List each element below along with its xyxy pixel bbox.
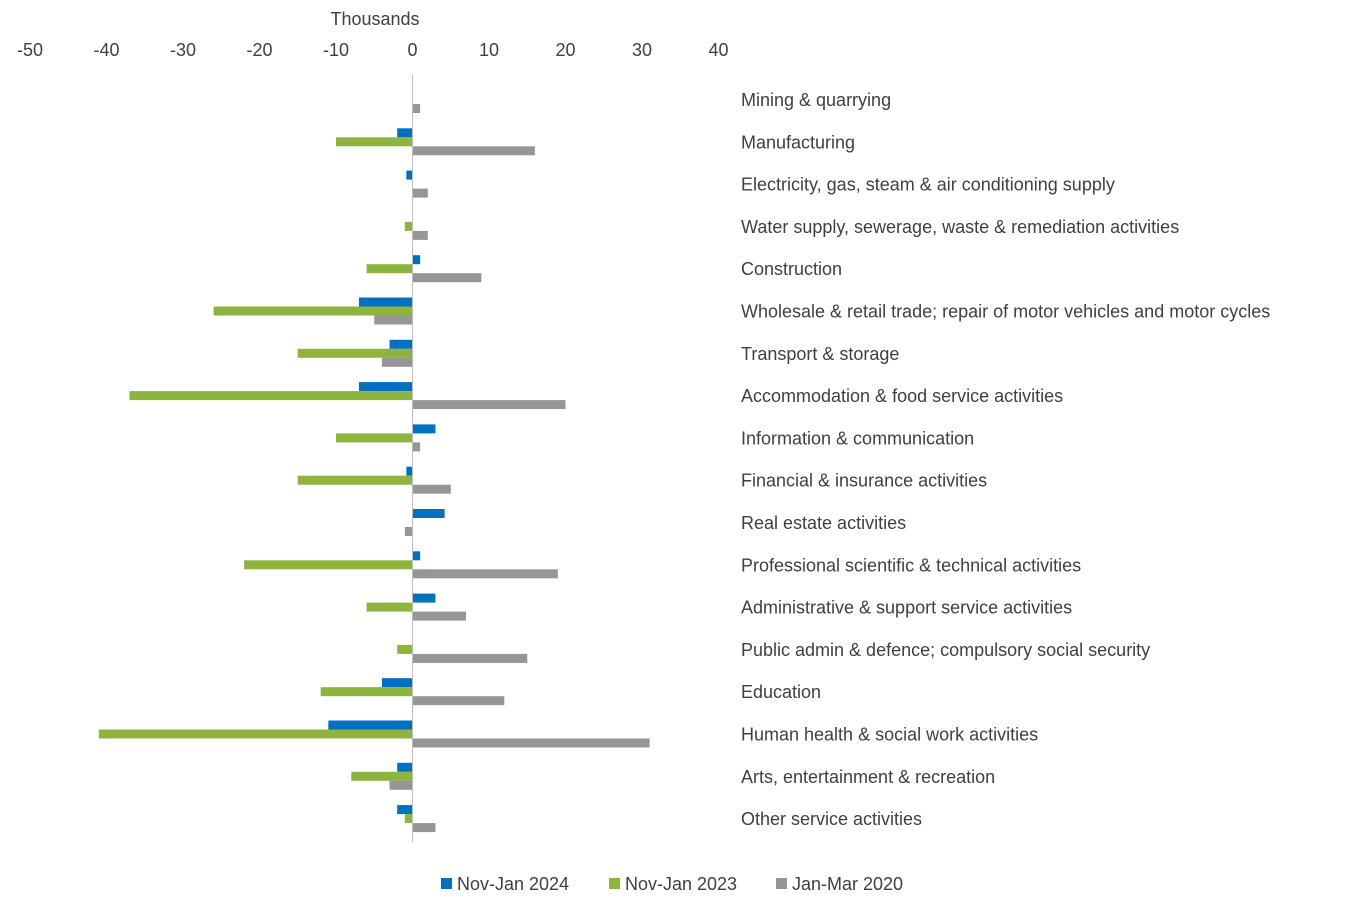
bar-nov-jan-2023-manufacturing (336, 137, 413, 147)
x-tick-label: -30 (170, 40, 196, 60)
category-label-public-admin-defence-compulsory-social-security: Public admin & defence; compulsory socia… (741, 640, 1150, 660)
bar-jan-mar-2020-mining-quarrying (412, 104, 421, 113)
legend-swatch-nov-jan-2024 (441, 878, 452, 889)
bar-nov-jan-2024-arts-entertainment-recreation (397, 762, 413, 772)
category-label-human-health-social-work-activities: Human health & social work activities (741, 725, 1038, 745)
bar-jan-mar-2020-electricity-gas-steam-air-conditioning-supply (412, 188, 428, 198)
x-tick-label: 20 (555, 40, 575, 60)
category-label-transport-storage: Transport & storage (741, 344, 899, 364)
bar-jan-mar-2020-professional-scientific-technical-activities (412, 569, 558, 579)
legend-swatch-jan-mar-2020 (776, 878, 787, 889)
category-label-manufacturing: Manufacturing (741, 132, 855, 152)
bar-jan-mar-2020-wholesale-retail-trade-repair-of-motor-vehicles-and-motor-cycles (374, 315, 413, 325)
bar-nov-jan-2024-financial-insurance-activities (406, 466, 413, 476)
bar-nov-jan-2024-accommodation-food-service-activities (358, 382, 413, 392)
category-label-water-supply-sewerage-waste-remediation-activities: Water supply, sewerage, waste & remediat… (741, 217, 1179, 237)
bar-nov-jan-2024-professional-scientific-technical-activities (412, 551, 421, 561)
legend: Nov-Jan 2024 Nov-Jan 2023 Jan-Mar 2020 (441, 874, 903, 894)
bar-nov-jan-2024-human-health-social-work-activities (328, 720, 413, 730)
bar-nov-jan-2023-transport-storage (297, 348, 413, 358)
category-label-education: Education (741, 682, 821, 702)
category-label-professional-scientific-technical-activities: Professional scientific & technical acti… (741, 555, 1081, 575)
bar-nov-jan-2024-other-service-activities (397, 805, 413, 815)
bar-nov-jan-2023-arts-entertainment-recreation (351, 771, 413, 781)
bar-nov-jan-2023-education (320, 687, 413, 697)
bar-nov-jan-2023-administrative-support-service-activities (366, 602, 413, 612)
bar-jan-mar-2020-real-estate-activities (404, 527, 413, 536)
bar-nov-jan-2024-real-estate-activities (412, 509, 445, 518)
legend-label-nov-jan-2024: Nov-Jan 2024 (457, 874, 569, 894)
category-label-arts-entertainment-recreation: Arts, entertainment & recreation (741, 767, 995, 787)
bar-nov-jan-2023-accommodation-food-service-activities (129, 391, 413, 401)
category-label-other-service-activities: Other service activities (741, 809, 922, 829)
legend-swatch-nov-jan-2023 (609, 878, 620, 889)
bar-nov-jan-2023-information-communication (336, 433, 413, 443)
category-labels: Mining & quarrying Manufacturing Electrici… (741, 90, 1270, 829)
bar-nov-jan-2023-professional-scientific-technical-activities (244, 560, 413, 570)
category-label-information-communication: Information & communication (741, 428, 974, 448)
bar-jan-mar-2020-manufacturing (412, 146, 535, 156)
category-label-accommodation-food-service-activities: Accommodation & food service activities (741, 386, 1063, 406)
category-label-electricity-gas-steam-air-conditioning-supply: Electricity, gas, steam & air conditioni… (741, 175, 1115, 195)
bar-jan-mar-2020-construction (412, 273, 482, 283)
bar-nov-jan-2023-other-service-activities (404, 814, 413, 824)
bar-nov-jan-2024-information-communication (412, 424, 436, 434)
bar-nov-jan-2024-construction (412, 255, 421, 265)
x-tick-label: 30 (632, 40, 652, 60)
bar-nov-jan-2024-transport-storage (389, 339, 413, 349)
bar-jan-mar-2020-accommodation-food-service-activities (412, 400, 566, 410)
bar-jan-mar-2020-human-health-social-work-activities (412, 738, 650, 748)
bar-nov-jan-2024-manufacturing (397, 128, 413, 138)
bar-jan-mar-2020-education (412, 696, 505, 706)
bar-jan-mar-2020-other-service-activities (412, 823, 436, 833)
x-tick-label: 10 (479, 40, 499, 60)
x-tick-label: 0 (407, 40, 417, 60)
bar-nov-jan-2023-water-supply-sewerage-waste-remediation-activities (404, 221, 413, 231)
bar-jan-mar-2020-public-admin-defence-compulsory-social-security (412, 653, 528, 663)
x-axis-ticks: -50 -40 -30 -20 -10 0 10 20 30 40 (17, 40, 729, 60)
x-tick-label: -20 (246, 40, 272, 60)
bar-nov-jan-2023-construction (366, 264, 413, 274)
category-label-financial-insurance-activities: Financial & insurance activities (741, 471, 987, 491)
x-tick-label: -10 (323, 40, 349, 60)
bar-nov-jan-2023-human-health-social-work-activities (98, 729, 413, 739)
bar-jan-mar-2020-water-supply-sewerage-waste-remediation-activities (412, 230, 428, 240)
bar-jan-mar-2020-administrative-support-service-activities (412, 611, 467, 621)
bar-jan-mar-2020-arts-entertainment-recreation (389, 780, 413, 790)
bar-nov-jan-2024-education (381, 678, 413, 688)
legend-label-jan-mar-2020: Jan-Mar 2020 (792, 874, 903, 894)
bar-jan-mar-2020-transport-storage (381, 357, 413, 367)
bar-nov-jan-2024-electricity-gas-steam-air-conditioning-supply (406, 170, 413, 180)
bar-nov-jan-2023-financial-insurance-activities (297, 475, 413, 485)
x-tick-label: 40 (708, 40, 728, 60)
category-label-mining-quarrying: Mining & quarrying (741, 90, 891, 110)
bar-nov-jan-2023-wholesale-retail-trade-repair-of-motor-vehicles-and-motor-cycles (213, 306, 413, 316)
bar-jan-mar-2020-financial-insurance-activities (412, 484, 451, 494)
bar-nov-jan-2024-administrative-support-service-activities (412, 593, 436, 603)
axis-unit-label: Thousands (330, 9, 419, 29)
x-tick-label: -50 (17, 40, 43, 60)
bars-layer (98, 104, 650, 833)
category-label-real-estate-activities: Real estate activities (741, 513, 906, 533)
category-label-construction: Construction (741, 259, 842, 279)
category-label-administrative-support-service-activities: Administrative & support service activit… (741, 598, 1072, 618)
category-label-wholesale-retail-trade-repair-of-motor-vehicles-and-motor-cycles: Wholesale & retail trade; repair of moto… (741, 302, 1270, 322)
legend-label-nov-jan-2023: Nov-Jan 2023 (625, 874, 737, 894)
bar-nov-jan-2023-public-admin-defence-compulsory-social-security (397, 644, 413, 654)
bar-jan-mar-2020-information-communication (412, 442, 421, 452)
x-tick-label: -40 (93, 40, 119, 60)
bar-nov-jan-2024-wholesale-retail-trade-repair-of-motor-vehicles-and-motor-cycles (358, 297, 413, 307)
